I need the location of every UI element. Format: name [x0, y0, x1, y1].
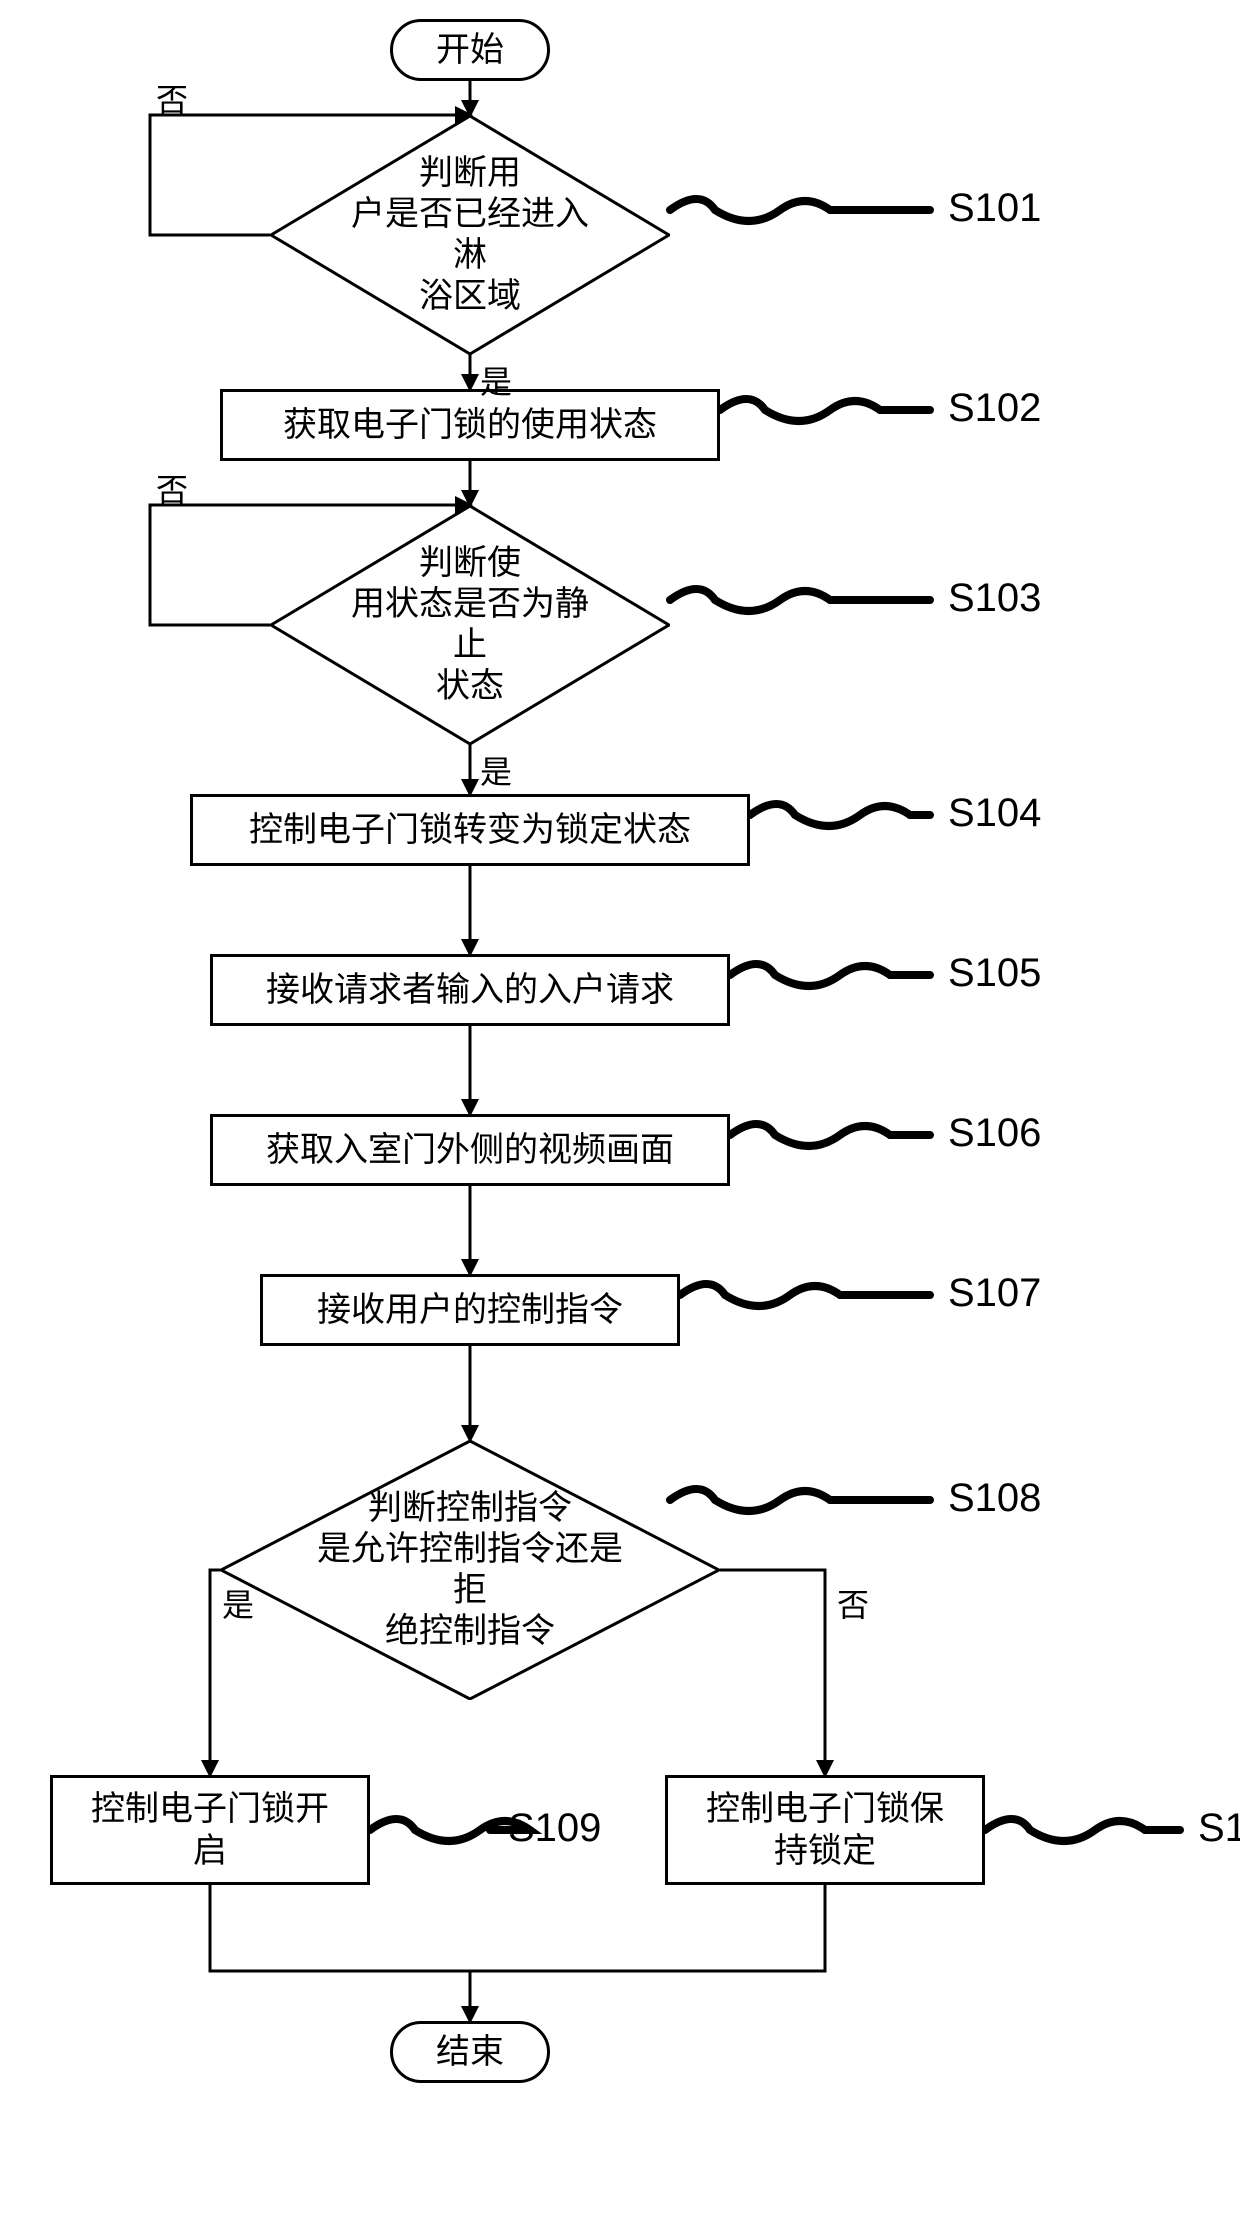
- step-label-s110: S110: [1198, 1806, 1240, 1851]
- decision-text-s101: 判断用户是否已经进入淋浴区域: [270, 115, 670, 355]
- step-label-s102: S102: [948, 386, 1041, 431]
- terminal-start: 开始: [390, 19, 550, 81]
- process-s104: 控制电子门锁转变为锁定状态: [190, 794, 750, 866]
- step-label-s108: S108: [948, 1476, 1041, 1521]
- edge-label-s101-s102: 是: [480, 357, 512, 403]
- step-label-s106: S106: [948, 1111, 1041, 1156]
- step-label-s109: S109: [508, 1806, 601, 1851]
- process-s109: 控制电子门锁开启: [50, 1775, 370, 1885]
- decision-text-s108: 判断控制指令是允许控制指令还是拒绝控制指令: [220, 1440, 720, 1700]
- decision-s101: 判断用户是否已经进入淋浴区域: [270, 115, 670, 355]
- edge-label-loop-s101: 否: [156, 75, 188, 121]
- decision-s108: 判断控制指令是允许控制指令还是拒绝控制指令: [220, 1440, 720, 1700]
- edge-label-s103-s104: 是: [480, 747, 512, 793]
- process-s105: 接收请求者输入的入户请求: [210, 954, 730, 1026]
- step-label-s107: S107: [948, 1271, 1041, 1316]
- terminal-end: 结束: [390, 2021, 550, 2083]
- step-label-s104: S104: [948, 791, 1041, 836]
- process-s106: 获取入室门外侧的视频画面: [210, 1114, 730, 1186]
- process-s110: 控制电子门锁保持锁定: [665, 1775, 985, 1885]
- step-label-s105: S105: [948, 951, 1041, 996]
- edge-label-loop-s103: 否: [156, 465, 188, 511]
- process-s107: 接收用户的控制指令: [260, 1274, 680, 1346]
- process-s102: 获取电子门锁的使用状态: [220, 389, 720, 461]
- step-label-s101: S101: [948, 186, 1041, 231]
- edge-label-s108-s110: 否: [837, 1580, 869, 1626]
- edge-label-s108-s109: 是: [222, 1580, 254, 1626]
- decision-text-s103: 判断使用状态是否为静止状态: [270, 505, 670, 745]
- step-label-s103: S103: [948, 576, 1041, 621]
- decision-s103: 判断使用状态是否为静止状态: [270, 505, 670, 745]
